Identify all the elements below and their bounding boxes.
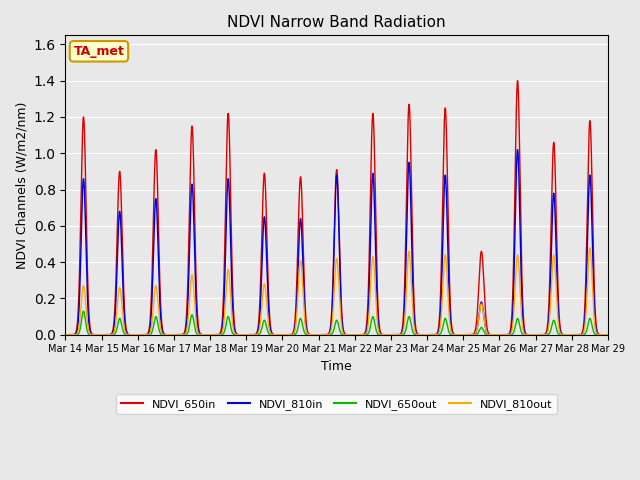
NDVI_810out — [265, 321, 273, 327]
NDVI_650out — [489, 332, 497, 337]
NDVI_650in — [265, 290, 273, 296]
NDVI_650in — [604, 332, 612, 337]
NDVI_810out — [172, 332, 180, 337]
NDVI_810out — [61, 332, 69, 337]
NDVI_650out — [602, 332, 610, 337]
NDVI_650out — [265, 330, 273, 336]
NDVI_810in — [265, 307, 273, 313]
NDVI_650in — [514, 78, 522, 84]
NDVI_810in — [604, 332, 612, 337]
NDVI_650in — [489, 332, 497, 337]
Y-axis label: NDVI Channels (W/m2/nm): NDVI Channels (W/m2/nm) — [15, 101, 28, 269]
NDVI_650in — [172, 332, 180, 337]
NDVI_650out — [61, 332, 69, 337]
NDVI_810in — [489, 332, 497, 337]
Text: TA_met: TA_met — [74, 45, 124, 58]
NDVI_650out — [412, 332, 419, 337]
NDVI_650in — [61, 332, 69, 337]
NDVI_810in — [61, 332, 69, 337]
NDVI_650in — [412, 323, 419, 328]
NDVI_810in — [460, 332, 467, 337]
Line: NDVI_650out: NDVI_650out — [65, 311, 608, 335]
Line: NDVI_650in: NDVI_650in — [65, 81, 608, 335]
NDVI_810out — [412, 330, 419, 336]
Title: NDVI Narrow Band Radiation: NDVI Narrow Band Radiation — [227, 15, 446, 30]
NDVI_650out — [79, 308, 87, 314]
Line: NDVI_810in: NDVI_810in — [65, 150, 608, 335]
X-axis label: Time: Time — [321, 360, 352, 373]
NDVI_650out — [604, 332, 612, 337]
NDVI_810out — [178, 332, 186, 337]
NDVI_810in — [178, 332, 186, 337]
NDVI_810out — [489, 332, 497, 337]
NDVI_810out — [604, 332, 612, 337]
NDVI_810in — [602, 332, 610, 337]
NDVI_650in — [178, 332, 186, 337]
Line: NDVI_810out: NDVI_810out — [65, 248, 608, 335]
NDVI_810in — [412, 328, 419, 334]
NDVI_810out — [602, 332, 610, 337]
NDVI_650out — [178, 332, 186, 337]
NDVI_810in — [172, 332, 180, 337]
NDVI_810in — [514, 147, 522, 153]
NDVI_810out — [586, 245, 594, 251]
NDVI_650out — [172, 332, 180, 337]
Legend: NDVI_650in, NDVI_810in, NDVI_650out, NDVI_810out: NDVI_650in, NDVI_810in, NDVI_650out, NDV… — [116, 394, 557, 414]
NDVI_650in — [602, 332, 610, 337]
